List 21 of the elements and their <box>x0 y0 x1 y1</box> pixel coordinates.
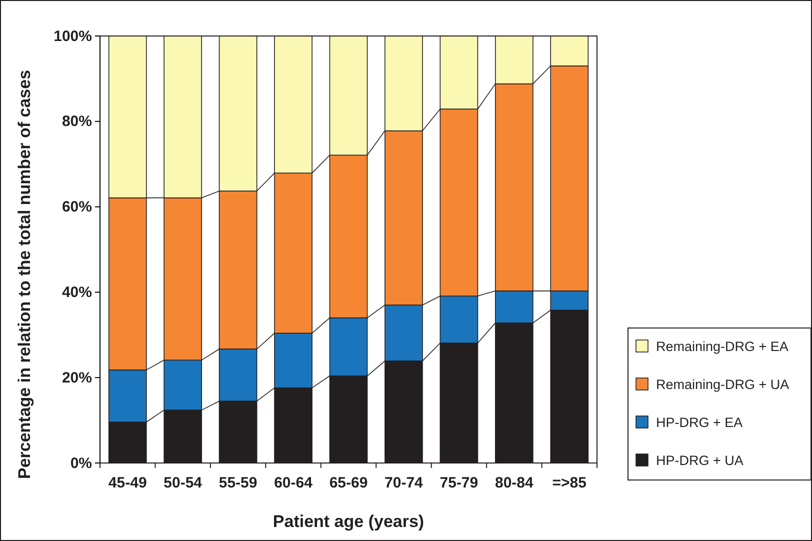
y-tick-label: 60% <box>62 198 92 216</box>
x-tick-label: 65-69 <box>329 474 368 492</box>
x-tick-label: 80-84 <box>494 474 534 492</box>
y-tick-label: 40% <box>62 284 92 301</box>
y-tick-label: 0% <box>70 454 92 472</box>
x-tick-label: 45-49 <box>108 474 147 492</box>
x-tick-label: =>85 <box>552 474 586 492</box>
x-axis-title: Patient age (years) <box>272 512 424 531</box>
x-tick-label: 60-64 <box>274 474 314 492</box>
x-tick-label: 50-54 <box>164 474 203 492</box>
x-tick-label: 70-74 <box>384 474 424 492</box>
legend-label: HP-DRG + EA <box>656 415 743 430</box>
y-tick-label: 20% <box>62 369 92 386</box>
x-tick-label: 75-79 <box>440 474 478 492</box>
x-tick-label: 55-59 <box>218 474 258 492</box>
y-axis-title: Percentage in relation to the total number of cases <box>15 70 34 480</box>
legend-label: Remaining-DRG + EA <box>656 339 788 354</box>
legend-label: Remaining-DRG + UA <box>656 377 790 392</box>
y-tick-label: 100% <box>54 28 92 45</box>
y-tick-label: 80% <box>62 113 92 130</box>
legend-label: HP-DRG + UA <box>656 453 744 468</box>
